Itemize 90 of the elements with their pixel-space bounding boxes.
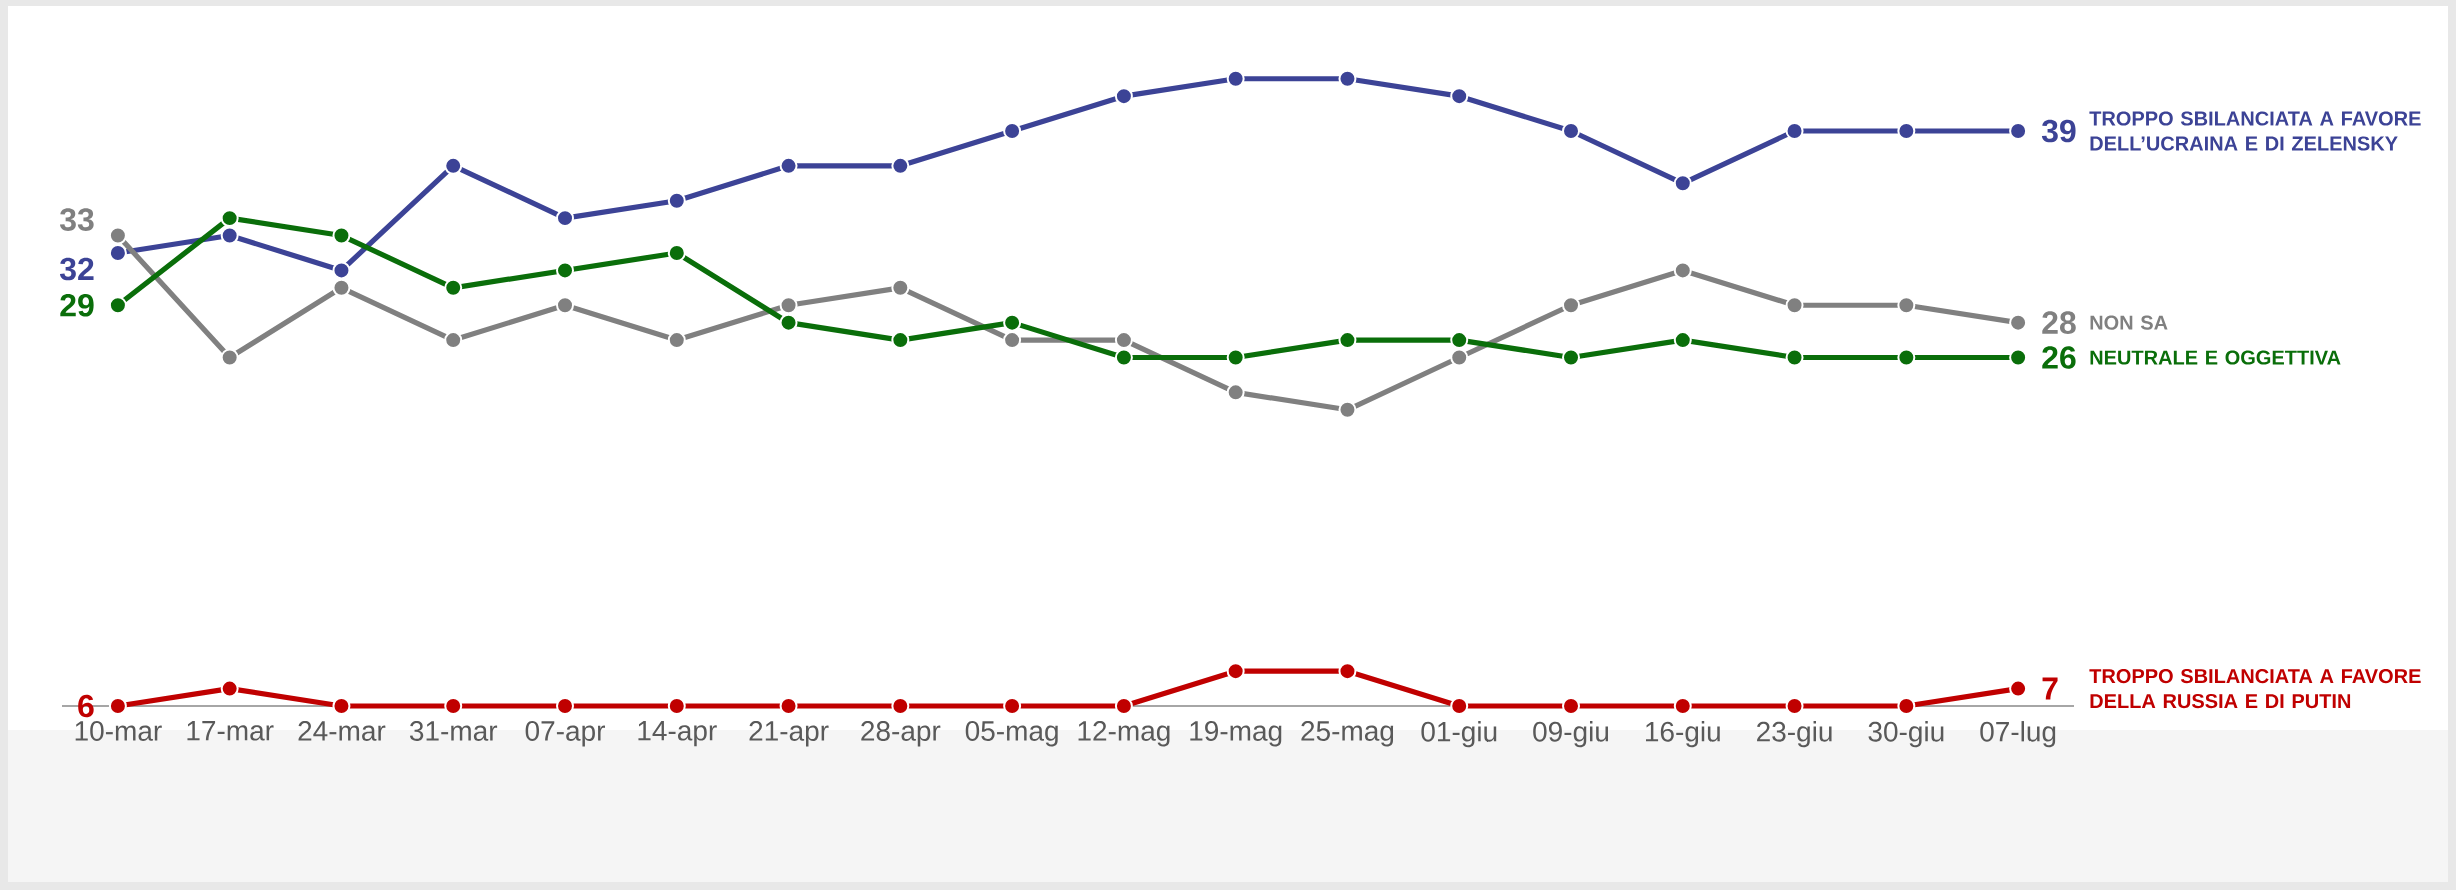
point	[1003, 697, 1022, 715]
point	[556, 697, 575, 715]
point	[1226, 348, 1245, 367]
point	[2009, 348, 2028, 367]
point	[1114, 697, 1133, 715]
point	[1450, 697, 1469, 715]
point	[108, 697, 127, 715]
point	[220, 226, 239, 245]
point	[1562, 348, 1581, 367]
point	[1003, 122, 1022, 140]
point	[556, 296, 575, 315]
x-tick-label: 05-mag	[965, 721, 1058, 747]
x-tick-label: 17-mar	[187, 721, 274, 741]
point	[779, 156, 798, 175]
point	[556, 261, 575, 280]
x-tick-label: 30-giu	[1868, 721, 1944, 748]
point	[1785, 296, 1804, 315]
point	[1003, 313, 1022, 332]
data-label: 28	[2042, 311, 2076, 334]
point	[1785, 697, 1804, 715]
point	[1562, 697, 1581, 715]
text: NEUTRALE E OGGETTIVA	[2090, 350, 2341, 365]
point	[332, 261, 351, 280]
x-tick-label: 21-apr	[749, 721, 829, 747]
x-tick-label: 09-giu	[1533, 721, 1609, 748]
x-tick-label: 10-mar	[75, 721, 162, 741]
point	[667, 697, 686, 715]
point	[1338, 400, 1357, 419]
point	[1114, 87, 1133, 106]
point	[108, 296, 127, 315]
data-label: 32	[59, 257, 94, 281]
point	[779, 313, 798, 332]
x-tick-label: 24-mar	[298, 721, 386, 741]
data-label: 39	[2041, 119, 2076, 143]
point	[444, 156, 463, 175]
data-label: 33	[59, 208, 94, 231]
point	[1114, 348, 1133, 367]
x-tick-label: 23-giu	[1757, 721, 1832, 748]
x-tick-label: 07-lug	[1980, 721, 2056, 748]
point	[2009, 313, 2028, 332]
text: TROPPO SBILANCIATA A FAVORE DELLA RUSSIA E DI PUTIN	[2089, 669, 2421, 709]
point	[779, 697, 798, 715]
point	[108, 226, 127, 245]
x-tick-label: 12-mag	[1078, 721, 1170, 747]
x-tick-label: 28-apr	[861, 721, 941, 747]
data-label: 26	[2042, 346, 2076, 369]
point	[1897, 296, 1916, 315]
point	[220, 679, 239, 698]
text: NON SA	[2090, 315, 2168, 330]
point	[1673, 174, 1692, 193]
point	[667, 191, 686, 210]
data-label: 7	[2042, 677, 2058, 700]
data-label: 6	[78, 694, 94, 718]
x-tick-label: 16-giu	[1646, 721, 1720, 748]
point	[891, 156, 910, 175]
x-tick-label: 31-mar	[409, 721, 498, 741]
x-tick-label: 01-giu	[1421, 721, 1497, 748]
point	[1226, 69, 1245, 88]
point	[1338, 69, 1357, 88]
point	[220, 209, 239, 228]
point	[444, 278, 463, 297]
point	[1897, 122, 1916, 140]
point	[1897, 697, 1916, 715]
x-tick-label: 19-mag	[1190, 721, 1282, 747]
point	[220, 348, 239, 367]
point	[2009, 679, 2028, 698]
x-tick-label: 14-apr	[638, 721, 717, 747]
point	[1226, 383, 1245, 402]
point	[1450, 87, 1469, 106]
x-tick-label: 25-mag	[1301, 721, 1394, 747]
point	[1562, 122, 1581, 140]
point	[332, 278, 351, 297]
point	[1226, 662, 1245, 681]
data-label: 29	[60, 293, 94, 317]
point	[891, 697, 910, 715]
point	[1673, 697, 1692, 715]
text: TROPPO SBILANCIATA A FAVORE DELL’UCRAINA E DI ZELENSKY	[2089, 111, 2421, 151]
point	[1897, 348, 1916, 367]
point	[1785, 348, 1804, 367]
point	[444, 697, 463, 715]
point	[1785, 122, 1804, 140]
point	[332, 697, 351, 715]
point	[779, 296, 798, 315]
point	[891, 278, 910, 297]
point	[332, 226, 351, 245]
point	[1338, 662, 1357, 681]
point	[1450, 348, 1469, 367]
point	[1562, 296, 1581, 315]
x-tick-label: 07-apr	[525, 721, 606, 747]
point	[1673, 261, 1692, 280]
